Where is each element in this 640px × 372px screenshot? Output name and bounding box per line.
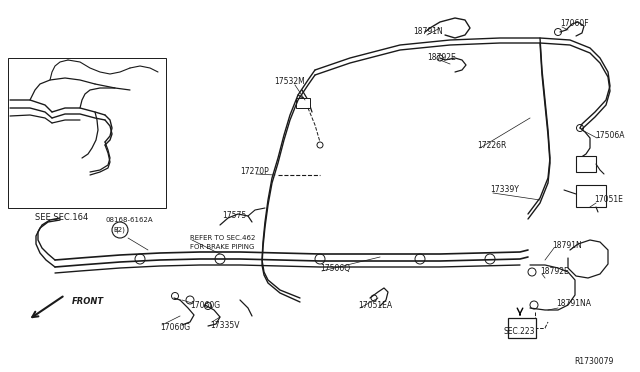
Text: 17051EA: 17051EA	[358, 301, 392, 310]
Bar	[296, 98, 310, 108]
Text: 17226R: 17226R	[477, 141, 506, 150]
Text: 17060G: 17060G	[190, 301, 220, 310]
Text: 17532M: 17532M	[274, 77, 305, 87]
Text: 17506A: 17506A	[595, 131, 625, 140]
Text: FRONT: FRONT	[72, 298, 104, 307]
Text: 17060F: 17060F	[560, 19, 589, 29]
Bar	[576, 156, 596, 172]
Bar	[576, 185, 606, 207]
Bar	[508, 318, 536, 338]
Text: 18791N: 18791N	[552, 241, 582, 250]
Text: FOR BRAKE PIPING: FOR BRAKE PIPING	[190, 244, 254, 250]
Text: 17051E: 17051E	[594, 196, 623, 205]
Text: 17270P: 17270P	[240, 167, 269, 176]
Text: R1730079: R1730079	[575, 357, 614, 366]
Text: 18791NA: 18791NA	[556, 299, 591, 308]
Bar	[8, 58, 166, 208]
Text: (2): (2)	[115, 227, 125, 233]
Text: 18792E: 18792E	[540, 267, 569, 276]
Text: B: B	[114, 227, 118, 233]
Text: 18791N: 18791N	[413, 28, 443, 36]
Text: 08168-6162A: 08168-6162A	[105, 217, 152, 223]
Text: REFER TO SEC.462: REFER TO SEC.462	[190, 235, 255, 241]
Text: 17060G: 17060G	[160, 324, 190, 333]
Text: SEC.223: SEC.223	[504, 327, 536, 337]
Text: 17506Q: 17506Q	[320, 263, 350, 273]
Text: SEE SEC.164: SEE SEC.164	[35, 214, 88, 222]
Text: 17339Y: 17339Y	[490, 186, 519, 195]
Text: 17335V: 17335V	[210, 321, 239, 330]
Text: 17575: 17575	[222, 211, 246, 219]
Text: 18792E: 18792E	[427, 54, 456, 62]
